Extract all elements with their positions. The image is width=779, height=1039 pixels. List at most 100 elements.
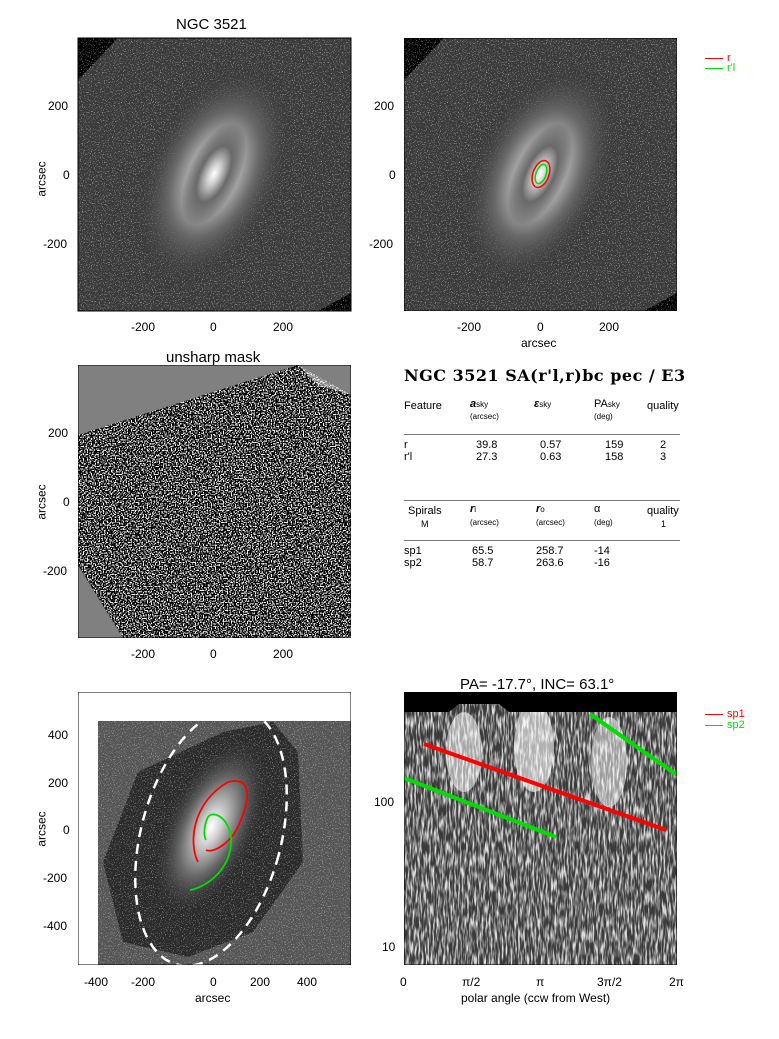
col-alpha-unit: (deg) [594, 518, 613, 527]
panel6-title: PA= -17.7°, INC= 63.1° [460, 676, 615, 693]
legend-line-icon [705, 713, 723, 715]
panel2-ytick: -200 [369, 237, 394, 251]
spiral-sp1-line [423, 742, 667, 832]
panel6-xtick: 2π [669, 975, 684, 989]
panel3-image [78, 365, 351, 638]
col-e: εsky [534, 398, 552, 410]
panel5-ytick: -400 [43, 919, 68, 933]
panel1-image [78, 38, 351, 311]
legend-item-rl: r'l [705, 62, 735, 74]
panel5-ytick: -200 [43, 871, 68, 885]
legend-line-icon [705, 57, 723, 59]
panel6-xlabel: polar angle (ccw from West) [461, 991, 611, 1005]
panel6-xtick: 3π/2 [597, 975, 622, 989]
ring-r-ellipse [531, 159, 551, 189]
spiral-ro: 258.7 [536, 545, 564, 557]
spiral-sp2-curve [189, 813, 232, 891]
legend-item-r: r [705, 52, 731, 64]
col-a-unit: (arcsec) [470, 412, 499, 421]
col-ri: ri [470, 503, 477, 515]
spiral-ri: 65.5 [472, 545, 494, 557]
panel5-image [78, 692, 351, 965]
feature-name: r'l [404, 451, 413, 463]
panel5-xlabel: arcsec [195, 991, 231, 1005]
panel3-title: unsharp mask [166, 349, 261, 366]
panel5-ylabel: arcsec [34, 811, 49, 847]
panel1-title: NGC 3521 [176, 16, 247, 33]
feature-q: 2 [660, 439, 667, 451]
spiral-ri: 58.7 [472, 557, 494, 569]
panel1-ylabel: arcsec [34, 161, 49, 197]
panel5-ytick: 200 [48, 776, 69, 790]
spiral-name: sp2 [404, 557, 422, 569]
feature-e: 0.57 [540, 439, 562, 451]
col-pa: PAsky [594, 398, 620, 410]
feature-e: 0.63 [540, 451, 562, 463]
spiral-sp2-line [404, 776, 557, 839]
panel3-xtick: -200 [131, 647, 156, 661]
table-rule [404, 434, 680, 435]
panel5-xtick: 200 [250, 975, 271, 989]
panel1-xtick: 200 [273, 320, 294, 334]
panel3-xtick: 200 [273, 647, 294, 661]
panel1-ytick: 200 [48, 99, 69, 113]
panel2-image [404, 38, 677, 311]
panel2-ytick: 200 [374, 99, 395, 113]
panel6-ytick: 10 [382, 940, 396, 954]
col-ro-unit: (arcsec) [536, 518, 565, 527]
spiral-alpha: -14 [594, 545, 610, 557]
spiral-alpha: -16 [594, 557, 610, 569]
panel3-ytick: 200 [48, 426, 69, 440]
feature-pa: 159 [605, 439, 624, 451]
legend-item-sp1: sp1 [705, 708, 745, 720]
legend-item-sp2: sp2 [705, 719, 745, 731]
panel2-xlabel: arcsec [521, 336, 557, 350]
feature-a: 39.8 [476, 439, 498, 451]
col-alpha: α [594, 503, 601, 515]
legend-line-icon [705, 724, 723, 726]
col-ri-unit: (arcsec) [470, 518, 499, 527]
spiral-sp2-line [588, 712, 677, 777]
col-pa-unit: (deg) [594, 412, 613, 421]
panel5-xtick: 0 [210, 975, 217, 989]
col-ro: ro [536, 503, 545, 515]
panel5-ytick: 0 [63, 823, 70, 837]
feature-pa: 158 [605, 451, 624, 463]
table-rule [404, 540, 680, 541]
spiral-sp1-curve [192, 780, 249, 863]
table-rule [404, 500, 680, 501]
col-quality: quality [647, 400, 679, 412]
panel1-ytick: 0 [63, 168, 70, 182]
feature-q: 3 [660, 451, 667, 463]
panel6-image [404, 692, 677, 965]
panel2-ytick: 0 [389, 168, 396, 182]
legend-line-icon [705, 67, 723, 69]
ring-rl-ellipse [534, 163, 548, 185]
quality-value: 1 [661, 519, 667, 529]
panel5-ytick: 400 [48, 728, 69, 742]
panel1-ytick: -200 [43, 237, 68, 251]
panel6-xtick: π/2 [462, 975, 481, 989]
panel2-xtick: 0 [537, 320, 544, 334]
panel3-ytick: -200 [43, 564, 68, 578]
col-a: asky [470, 398, 489, 410]
col-spirals: Spirals [408, 505, 442, 517]
col-quality: quality [647, 505, 679, 517]
measurements-table: NGC 3521 SA(r'l,r)bc pec / E3 Feature as… [404, 366, 704, 569]
table-title: NGC 3521 SA(r'l,r)bc pec / E3 [404, 366, 686, 385]
feature-a: 27.3 [476, 451, 498, 463]
panel3-ylabel: arcsec [34, 484, 49, 520]
col-feature: Feature [404, 400, 442, 412]
feature-name: r [404, 439, 408, 451]
panel3-xtick: 0 [210, 647, 217, 661]
panel1-xtick: 0 [210, 320, 217, 334]
panel1-axes [77, 37, 352, 312]
panel2-xtick: 200 [599, 320, 620, 334]
panel6-ytick: 100 [374, 795, 395, 809]
col-m: M [421, 519, 429, 529]
panel1-xtick: -200 [131, 320, 156, 334]
panel6-xtick: 0 [400, 975, 407, 989]
panel5-xtick: 400 [297, 975, 318, 989]
panel5-xtick: -200 [131, 975, 156, 989]
spiral-name: sp1 [404, 545, 422, 557]
